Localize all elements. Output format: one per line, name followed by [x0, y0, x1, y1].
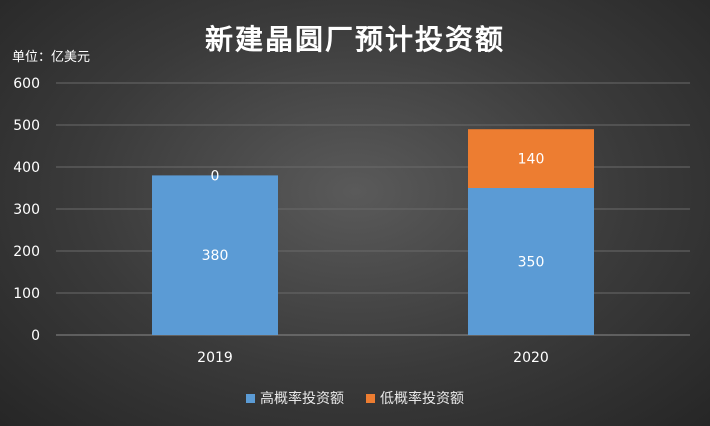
y-tick-label-100: 100 [13, 286, 40, 302]
legend-item-high: 高概率投资额 [246, 388, 344, 408]
unit-label: 单位：亿美元 [12, 50, 91, 65]
y-tick-label-600: 600 [13, 76, 40, 92]
legend-label-high: 高概率投资额 [260, 391, 344, 407]
y-tick-label-400: 400 [13, 160, 40, 176]
legend-swatch-high [246, 393, 255, 403]
data-label-2019-series-0: 380 [202, 248, 229, 264]
legend: 高概率投资额 低概率投资额 [0, 388, 710, 408]
data-label-2019-series-1: 0 [211, 168, 220, 184]
x-tick-label-2019: 2019 [197, 350, 233, 366]
y-tick-label-300: 300 [13, 202, 40, 218]
y-tick-label-200: 200 [13, 244, 40, 260]
data-label-2020-series-0: 350 [518, 255, 545, 271]
bar-2019-series-0 [152, 175, 278, 335]
x-tick-label-2020: 2020 [513, 350, 549, 366]
data-label-2020-series-1: 140 [518, 152, 545, 168]
legend-swatch-low [366, 393, 375, 403]
chart-title: 新建晶圆厂预计投资额 [204, 23, 505, 56]
y-tick-label-0: 0 [31, 328, 40, 344]
legend-label-low: 低概率投资额 [380, 391, 464, 407]
legend-item-low: 低概率投资额 [366, 388, 464, 408]
bar-2020-series-0 [468, 188, 594, 335]
y-tick-label-500: 500 [13, 118, 40, 134]
bar-2020-series-1 [468, 129, 594, 188]
